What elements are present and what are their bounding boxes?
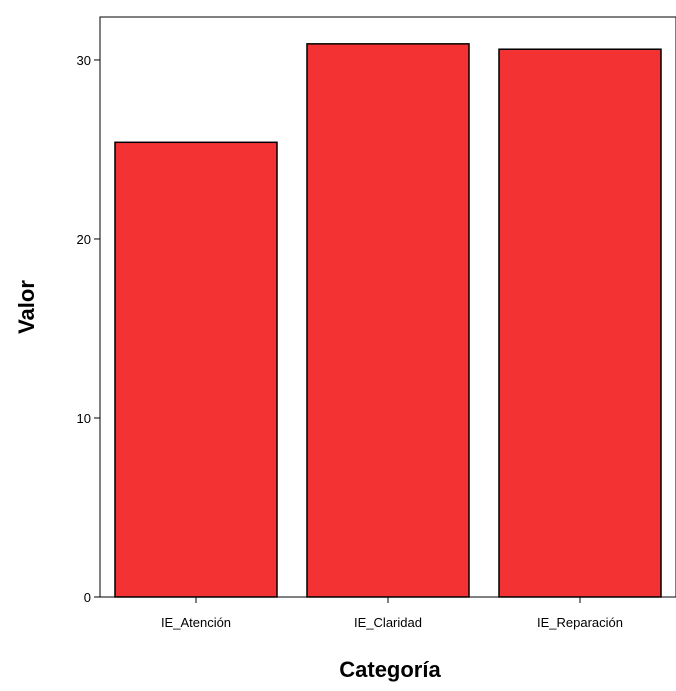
x-tick-label: IE_Reparación (537, 615, 623, 630)
y-axis-title: Valor (14, 280, 39, 334)
bar-ie-claridad (306, 43, 470, 598)
x-tick-label: IE_Claridad (354, 615, 422, 630)
y-tick-label: 10 (77, 411, 91, 426)
x-tick-label: IE_Atención (161, 615, 231, 630)
x-axis: IE_Atención IE_Claridad IE_Reparación (100, 596, 676, 630)
y-tick-label: 30 (77, 53, 91, 68)
y-tick-label: 20 (77, 232, 91, 247)
bar-ie-reparaci-n (498, 48, 662, 598)
x-axis-title: Categoría (339, 657, 441, 682)
y-axis: 0 10 20 30 (77, 17, 101, 605)
bar-ie-atenci-n (114, 141, 278, 598)
y-tick-label: 0 (84, 590, 91, 605)
